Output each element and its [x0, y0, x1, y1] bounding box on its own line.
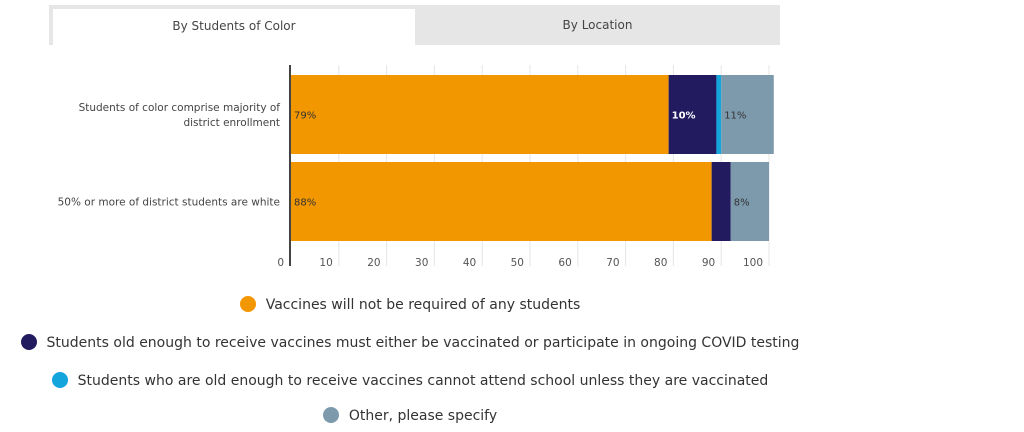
legend-dot-icon: [20, 334, 37, 350]
data-label-0-0: 79%: [294, 111, 316, 122]
bar-segment-1-0: [291, 162, 712, 241]
legend-dot-icon: [322, 407, 339, 423]
tab-by-students-of-color[interactable]: By Students of Color: [53, 9, 415, 45]
category-label-0-line-0: Students of color comprise majority of: [79, 102, 281, 114]
legend-item-3[interactable]: Other, please specify: [0, 407, 820, 424]
x-tick-label-30: 30: [415, 257, 428, 269]
bar-segment-0-1: [668, 75, 717, 154]
x-tick-label-40: 40: [463, 257, 476, 269]
x-tick-label-60: 60: [558, 257, 571, 269]
tab-by-location[interactable]: By Location: [562, 18, 633, 32]
x-tick-label-20: 20: [367, 257, 380, 269]
legend-dot-icon: [51, 372, 68, 388]
bar-segment-0-2: [716, 75, 722, 154]
legend-label: Students old enough to receive vaccines …: [46, 335, 800, 351]
x-tick-label-80: 80: [654, 257, 667, 269]
legend-label: Other, please specify: [348, 408, 498, 424]
legend-item-1[interactable]: Students old enough to receive vaccines …: [0, 334, 820, 351]
bar-segment-1-1: [711, 162, 731, 241]
data-label-1-3: 8%: [734, 198, 750, 209]
bar-segment-0-3: [721, 75, 774, 154]
legend-item-0[interactable]: Vaccines will not be required of any stu…: [0, 296, 820, 313]
bar-segment-1-3: [730, 162, 769, 241]
bar-segment-0-0: [291, 75, 669, 154]
legend-label: Vaccines will not be required of any stu…: [265, 297, 581, 313]
legend-dot-icon: [239, 296, 256, 312]
stacked-bar-chart: 79% 10% 11% Students of color comprise majo…: [58, 65, 774, 269]
chart-tabs: By Students of Color By Location: [49, 5, 780, 45]
x-tick-label-0: 0: [277, 257, 284, 269]
x-tick-label-90: 90: [702, 257, 715, 269]
x-tick-label-70: 70: [606, 257, 619, 269]
x-tick-label-50: 50: [511, 257, 524, 269]
legend-label: Students who are old enough to receive v…: [77, 373, 769, 389]
category-label-1: 50% or more of district students are whi…: [58, 197, 280, 209]
data-label-1-0: 88%: [294, 198, 316, 209]
data-label-0-3: 11%: [724, 111, 746, 122]
data-label-0-1: 10%: [672, 111, 696, 122]
category-label-0-line-1: district enrollment: [183, 117, 280, 129]
x-tick-label-10: 10: [319, 257, 332, 269]
legend-item-2[interactable]: Students who are old enough to receive v…: [0, 372, 820, 389]
x-tick-label-100: 100: [743, 257, 763, 269]
